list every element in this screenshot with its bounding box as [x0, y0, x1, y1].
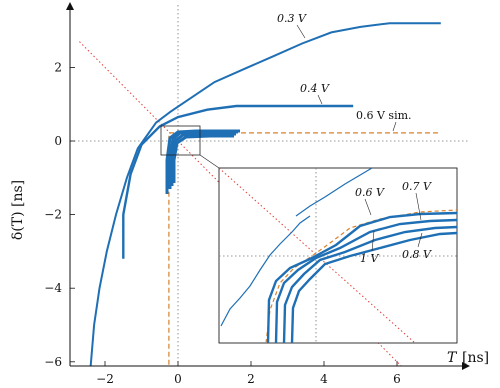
y-tick-label: 0 [54, 134, 62, 148]
zoom-box [160, 125, 201, 156]
inset-label-1v-leader [371, 230, 375, 252]
y-axis-arrow [66, 2, 74, 10]
x-tick-label: 0 [174, 372, 182, 386]
y-tick-label: −2 [44, 208, 62, 222]
x-tick-label: 2 [247, 372, 255, 386]
x-axis-title-var: T [447, 350, 458, 366]
inset-curve-0-7v [274, 218, 457, 343]
inset-label-0-7v-leader [415, 192, 422, 221]
series-0-3v [89, 22, 441, 366]
x-axis-title-unit: [ns] [462, 350, 489, 366]
label-0-3v: 0.3 V [277, 12, 307, 25]
y-tick-label: 2 [54, 60, 62, 74]
label-0-4v: 0.4 V [300, 82, 330, 95]
inset-series-0-4v [220, 215, 311, 327]
series-0-4v [122, 104, 354, 259]
y-tick-label: −4 [44, 281, 62, 295]
label-0-6v-sim-leader [392, 121, 397, 132]
inset-frame [218, 167, 458, 344]
bundle-curve-0-7v [168, 130, 238, 189]
inset-curve-0-6v [266, 211, 457, 343]
label-0-3v-leader [296, 24, 306, 39]
inset-label-0-6v-leader [364, 198, 372, 216]
y-tick-label: −6 [44, 355, 62, 369]
series-bundle-0-6v-to-1v [165, 129, 240, 194]
label-0-4v-leader [317, 94, 323, 105]
inset-label-0-6v: 0.6 V [355, 186, 385, 199]
inset-label-0-8v-leader [417, 232, 423, 248]
bundle-curve-0-8v [170, 132, 236, 186]
y-axis-title: δ(T) [ns] [10, 180, 26, 240]
inset-label-1v: 1 V [360, 252, 379, 265]
inset-series-0-3v [295, 168, 373, 217]
x-tick-label: −2 [96, 372, 114, 386]
inset-label-0-7v: 0.7 V [402, 180, 432, 193]
y-ticks: −6 −4 −2 0 2 [44, 60, 75, 369]
x-ticks: −2 0 2 4 6 [96, 361, 401, 386]
inset-label-0-8v: 0.8 V [402, 248, 432, 261]
label-0-6v-sim: 0.6 V sim. [356, 109, 412, 122]
zoom-connector-top [199, 154, 220, 169]
bundle-curve-1v [172, 134, 234, 183]
inset-curve-0-8v [290, 231, 457, 343]
inset-curve-1v [282, 225, 457, 343]
x-tick-label: 4 [320, 372, 328, 386]
x-axis-arrow [462, 362, 470, 370]
x-tick-label: 6 [393, 372, 401, 386]
inset-plot: 0.6 V 0.7 V 1 V 0.8 V [218, 167, 458, 344]
